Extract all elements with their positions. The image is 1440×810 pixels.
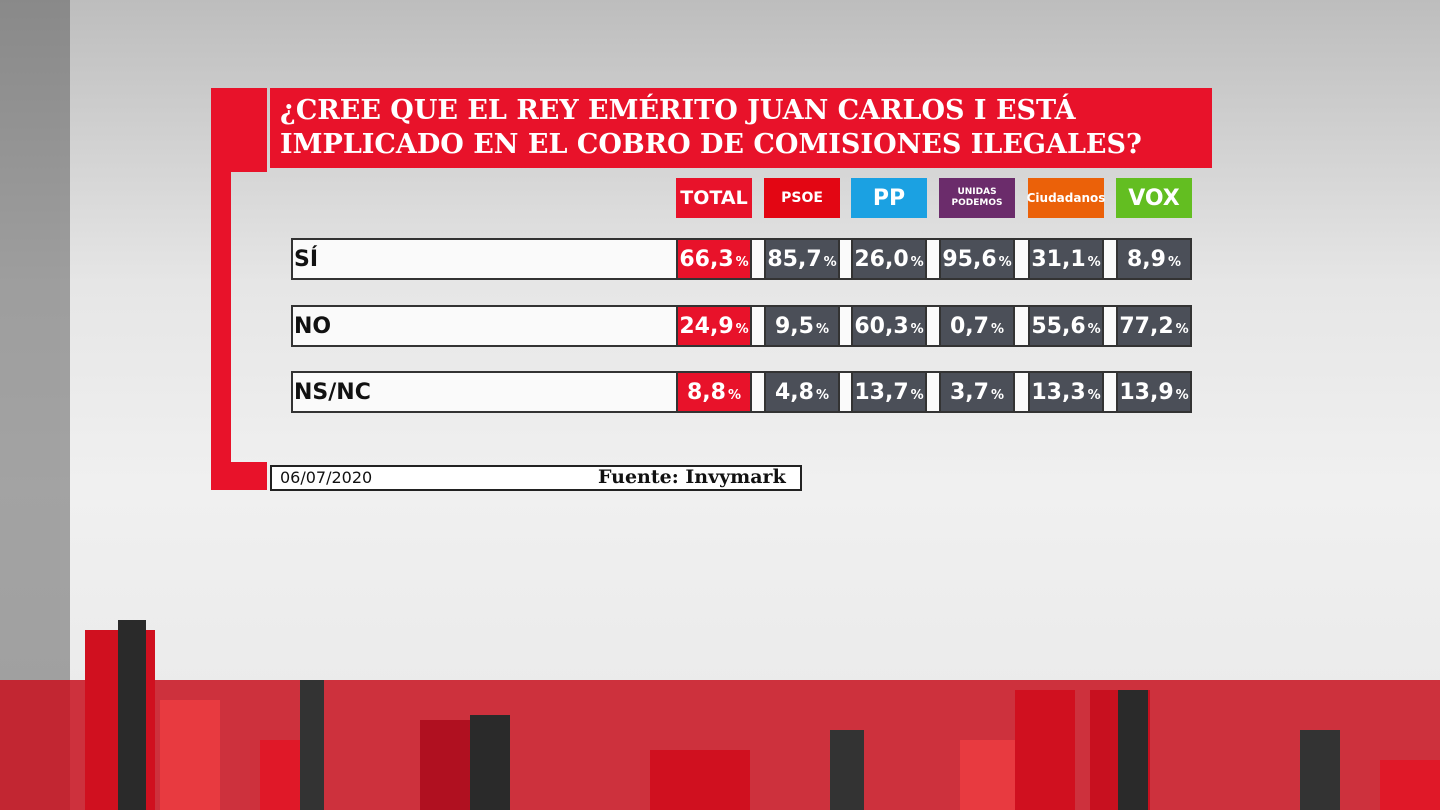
- column-header: PSOE: [764, 178, 840, 218]
- column-header: UNIDAS PODEMOS: [939, 178, 1015, 218]
- cell: 85,7%: [764, 238, 840, 280]
- cell: 9,5%: [764, 305, 840, 347]
- date: 06/07/2020: [280, 468, 373, 487]
- source: Fuente: Invymark: [598, 466, 786, 488]
- cell: 26,0%: [851, 238, 927, 280]
- frame: [211, 462, 267, 490]
- cell: 3,7%: [939, 371, 1015, 413]
- column-header: Ciudadanos: [1027, 178, 1105, 218]
- cell: 24,9%: [676, 305, 752, 347]
- cell: 13,7%: [851, 371, 927, 413]
- cell: 31,1%: [1028, 238, 1104, 280]
- cell: 0,7%: [939, 305, 1015, 347]
- cell: 60,3%: [851, 305, 927, 347]
- column-header: TOTAL: [676, 178, 752, 218]
- row-label: SÍ: [294, 246, 319, 272]
- cell: 77,2%: [1116, 305, 1192, 347]
- cell: 13,9%: [1116, 371, 1192, 413]
- cell: 8,8%: [676, 371, 752, 413]
- cell: 66,3%: [676, 238, 752, 280]
- column-header: VOX: [1116, 178, 1192, 218]
- cell: 55,6%: [1028, 305, 1104, 347]
- cell: 4,8%: [764, 371, 840, 413]
- cell: 13,3%: [1028, 371, 1104, 413]
- frame: [211, 88, 231, 490]
- footer: [270, 465, 802, 491]
- cell: 95,6%: [939, 238, 1015, 280]
- cell: 8,9%: [1116, 238, 1192, 280]
- row-label: NS/NC: [294, 379, 371, 405]
- column-header: PP: [851, 178, 927, 218]
- title: ¿CREE QUE EL REY EMÉRITO JUAN CARLOS I E…: [270, 88, 1212, 168]
- row-label: NO: [294, 313, 332, 339]
